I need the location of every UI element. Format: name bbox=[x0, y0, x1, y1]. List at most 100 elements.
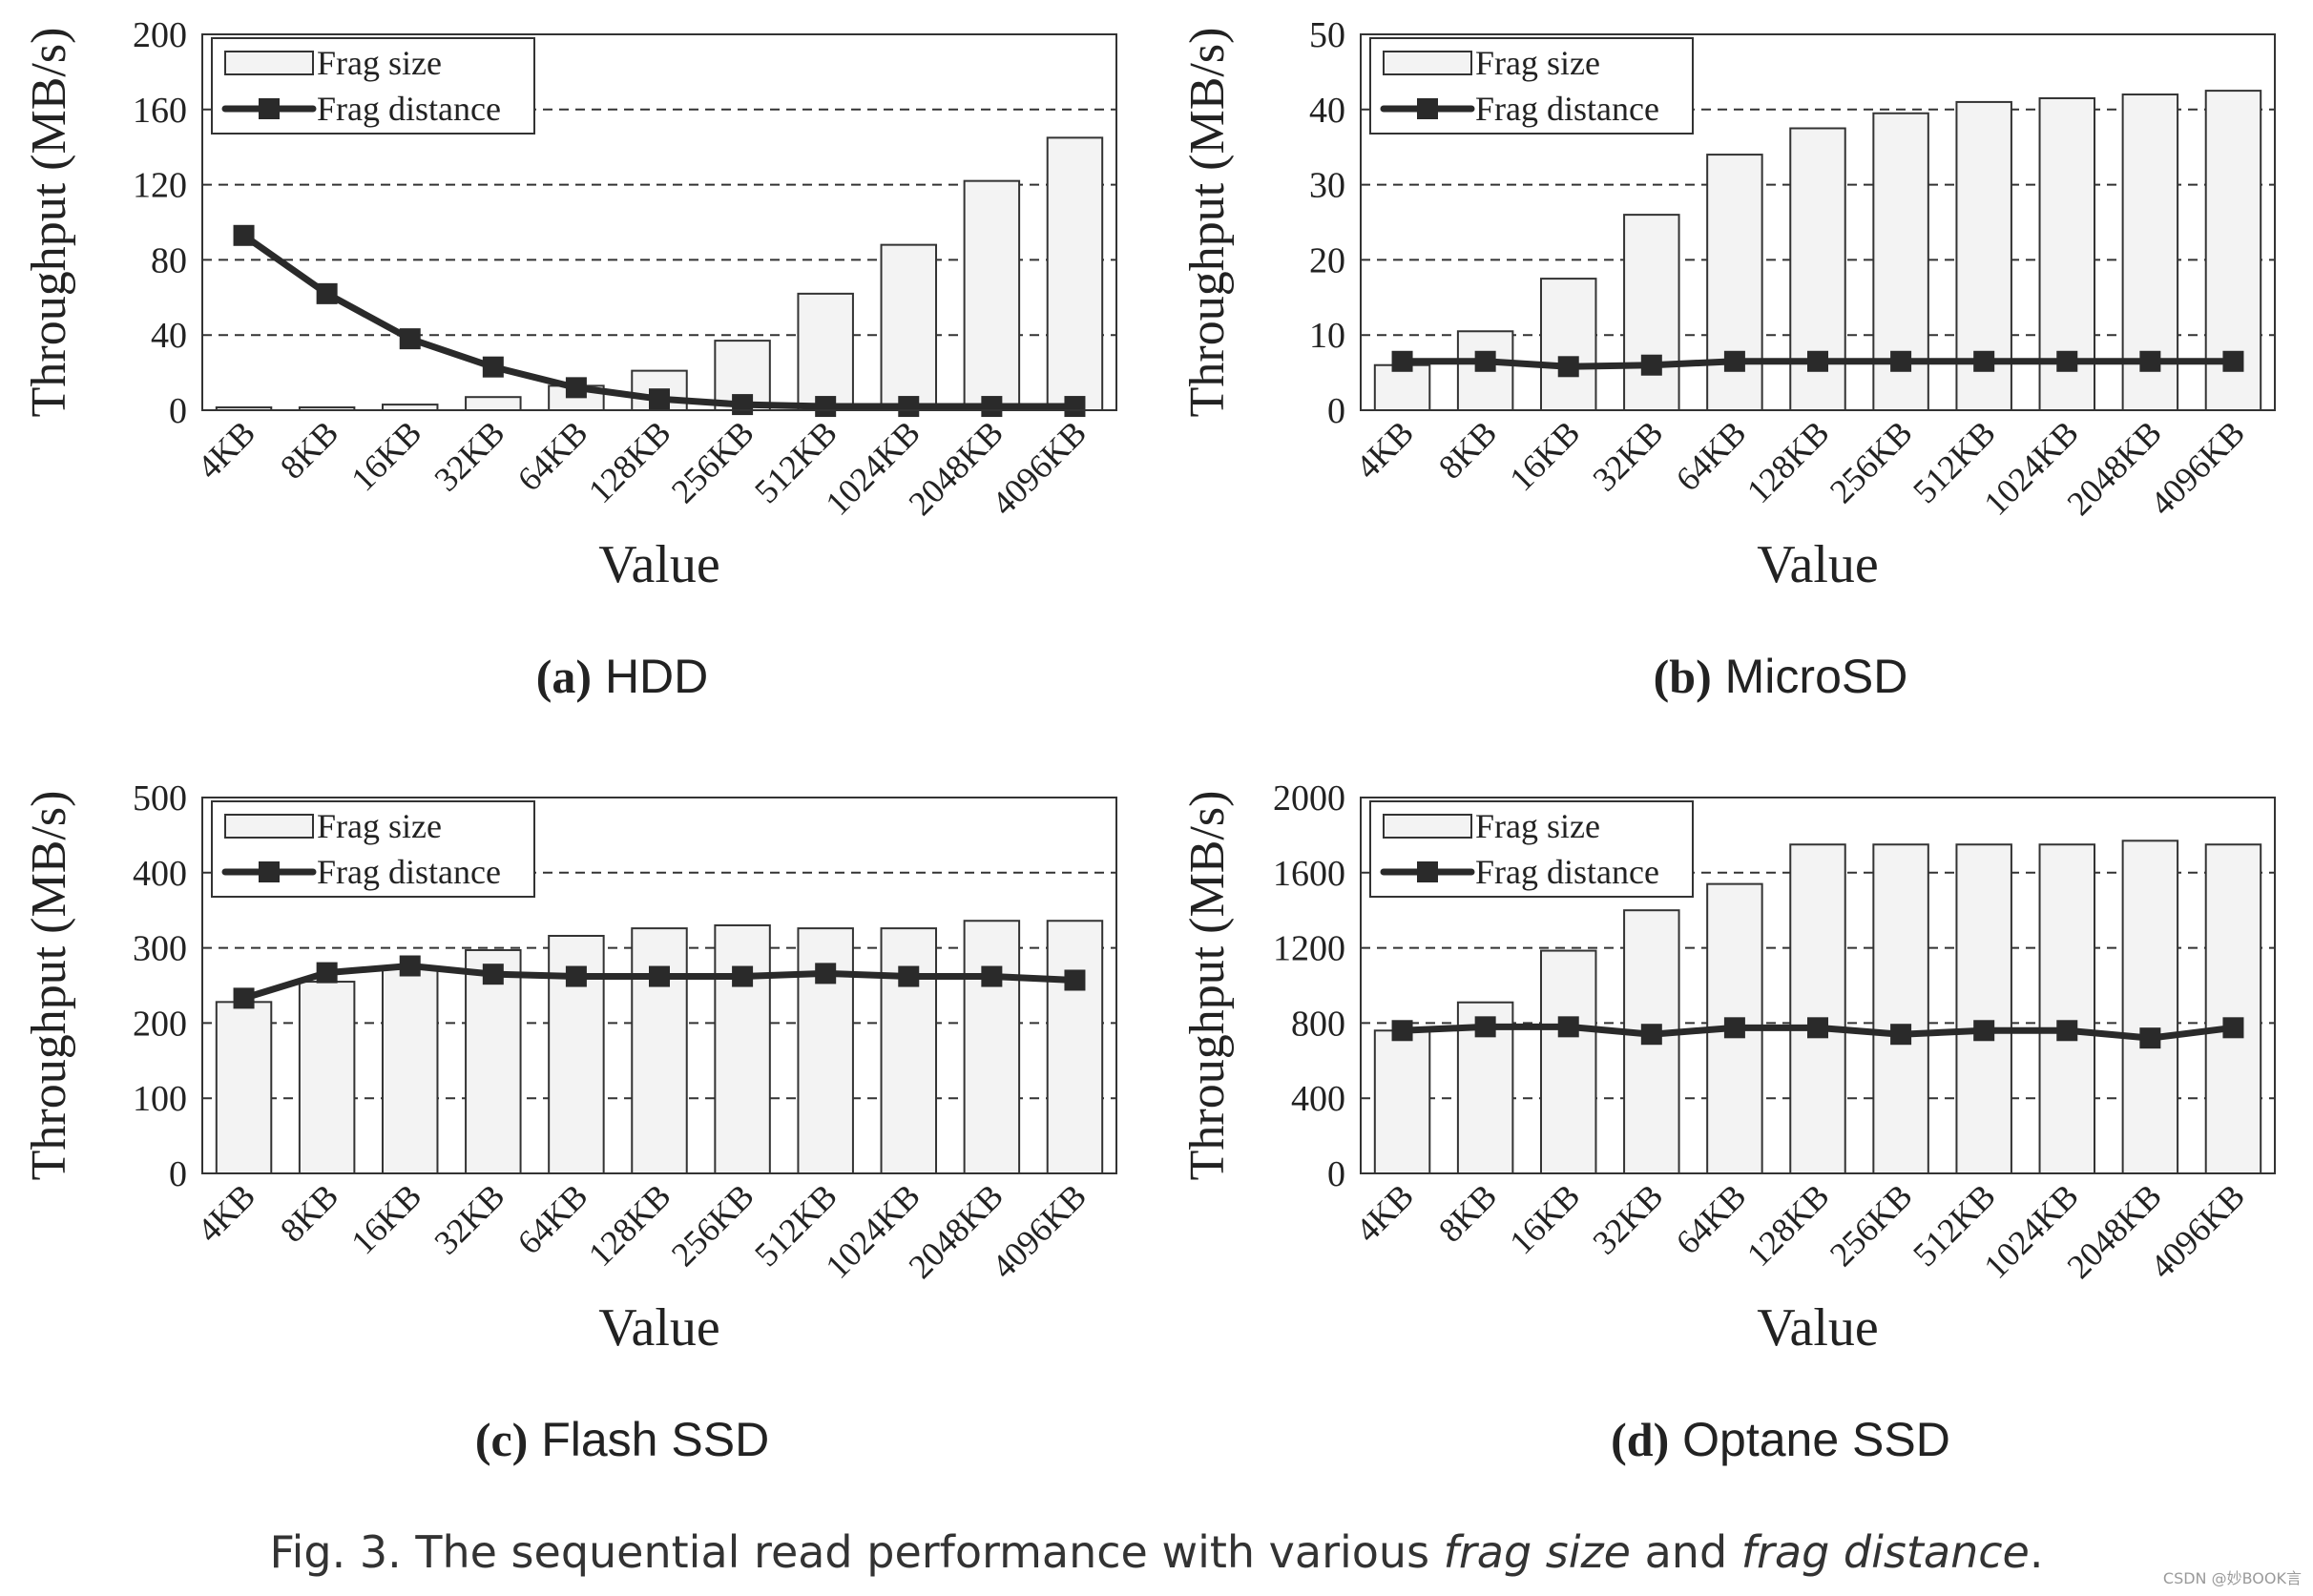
subcaption-hdd: (a) HDD bbox=[50, 649, 1195, 704]
legend: Frag size Frag distance bbox=[1369, 800, 1694, 898]
marker-frag-distance bbox=[1474, 350, 1496, 372]
y-tick-label: 30 bbox=[1309, 166, 1345, 206]
marker-frag-distance bbox=[2056, 1020, 2078, 1042]
x-tick-label: 32KB bbox=[427, 413, 511, 498]
x-tick-label: 16KB bbox=[1502, 1176, 1587, 1261]
marker-frag-distance bbox=[649, 388, 670, 410]
marker-frag-distance bbox=[1557, 1016, 1579, 1038]
legend-marker-frag-distance bbox=[259, 861, 280, 882]
bar-frag-size bbox=[880, 927, 938, 1174]
subcaption-label: (d) bbox=[1611, 1413, 1670, 1466]
x-tick-label: 16KB bbox=[344, 413, 428, 498]
plot-frame bbox=[201, 797, 1117, 1174]
bar-frag-size bbox=[1623, 214, 1680, 411]
bar-frag-size bbox=[465, 396, 522, 411]
y-tick-label: 50 bbox=[1309, 15, 1345, 55]
x-axis-title: Value bbox=[598, 535, 720, 594]
y-tick-label: 80 bbox=[151, 240, 187, 280]
y-tick-label: 160 bbox=[133, 91, 187, 131]
bar-frag-size bbox=[1046, 136, 1104, 411]
legend-label-frag-size: Frag size bbox=[317, 807, 442, 845]
bar-frag-size bbox=[1539, 278, 1597, 411]
x-axis-title: Value bbox=[598, 1298, 720, 1358]
plot-frame bbox=[201, 33, 1117, 411]
subcaption-label: (c) bbox=[474, 1413, 529, 1466]
legend-label-frag-size: Frag size bbox=[317, 44, 442, 82]
x-tick-label: 4096KB bbox=[2143, 1176, 2253, 1286]
x-tick-label: 256KB bbox=[664, 1176, 761, 1274]
bar-frag-size bbox=[2121, 839, 2179, 1174]
x-tick-label: 4KB bbox=[190, 1176, 262, 1249]
figure-caption: Fig. 3. The sequential read performance … bbox=[0, 1526, 2313, 1578]
marker-frag-distance bbox=[482, 356, 504, 378]
plot-frame bbox=[1360, 33, 2276, 411]
x-tick-label: 128KB bbox=[1740, 1176, 1837, 1274]
bar-frag-size bbox=[298, 981, 356, 1174]
x-axis-title: Value bbox=[1757, 1298, 1879, 1358]
y-tick-label: 200 bbox=[133, 15, 187, 55]
x-tick-label: 4096KB bbox=[985, 413, 1094, 523]
y-tick-label: 300 bbox=[133, 929, 187, 969]
subcaption-title: Optane SSD bbox=[1682, 1413, 1950, 1466]
marker-frag-distance bbox=[732, 394, 754, 416]
bar-frag-size bbox=[1955, 843, 2012, 1174]
y-tick-label: 2000 bbox=[1273, 778, 1345, 819]
x-tick-label: 8KB bbox=[1431, 413, 1504, 486]
marker-frag-distance bbox=[1973, 350, 1995, 372]
x-tick-label: 16KB bbox=[344, 1176, 428, 1261]
panel-microsd: 0 10 20 30 40 50 4KB 8KB 16KB 32KB 64KB 128KB 256KB 5… bbox=[1158, 0, 2303, 611]
marker-frag-distance bbox=[898, 396, 920, 418]
legend-label-frag-distance: Frag distance bbox=[317, 853, 501, 891]
bar-frag-size bbox=[1872, 843, 1929, 1174]
x-tick-label: 128KB bbox=[581, 1176, 678, 1274]
bar-frag-size bbox=[963, 179, 1021, 411]
marker-frag-distance bbox=[399, 955, 421, 977]
marker-frag-distance bbox=[898, 965, 920, 987]
y-axis-title: Throughput (MB/s) bbox=[22, 28, 76, 418]
legend-swatch-frag-size bbox=[224, 814, 314, 839]
y-tick-label: 0 bbox=[169, 391, 187, 431]
x-tick-label: 8KB bbox=[273, 1176, 345, 1249]
legend-label-frag-distance: Frag distance bbox=[317, 90, 501, 128]
y-tick-label: 500 bbox=[133, 778, 187, 819]
subcaption-flash-ssd: (c) Flash SSD bbox=[50, 1412, 1195, 1467]
y-axis-title: Throughput (MB/s) bbox=[22, 791, 76, 1181]
subcaption-title: HDD bbox=[604, 650, 709, 703]
marker-frag-distance bbox=[316, 962, 338, 984]
bar-frag-size bbox=[1373, 1029, 1431, 1174]
y-tick-label: 400 bbox=[133, 854, 187, 894]
bar-frag-size bbox=[2038, 843, 2096, 1174]
marker-frag-distance bbox=[732, 965, 754, 987]
y-tick-label: 0 bbox=[1327, 1154, 1345, 1194]
bar-frag-size bbox=[1789, 843, 1846, 1174]
bar-frag-size bbox=[631, 927, 688, 1174]
marker-frag-distance bbox=[1807, 1017, 1828, 1039]
bar-frag-size bbox=[465, 948, 522, 1174]
bar-frag-size bbox=[215, 1001, 273, 1174]
marker-frag-distance bbox=[649, 965, 670, 987]
marker-frag-distance bbox=[2139, 350, 2161, 372]
y-axis-title: Throughput (MB/s) bbox=[1180, 28, 1235, 418]
y-tick-label: 40 bbox=[1309, 91, 1345, 131]
x-axis-title: Value bbox=[1757, 535, 1879, 594]
x-tick-label: 32KB bbox=[427, 1176, 511, 1261]
subcaption-microsd: (b) MicroSD bbox=[1208, 649, 2313, 704]
legend-marker-frag-distance bbox=[1417, 98, 1438, 119]
x-tick-label: 4096KB bbox=[2143, 413, 2253, 523]
y-tick-label: 40 bbox=[151, 316, 187, 356]
marker-frag-distance bbox=[1064, 396, 1086, 418]
panel-hdd: 0 40 80 120 160 200 4KB 8KB 16KB 32KB 64KB 128KB 256… bbox=[0, 0, 1145, 611]
bar-frag-size bbox=[1046, 920, 1104, 1174]
legend-label-frag-distance: Frag distance bbox=[1475, 90, 1659, 128]
marker-frag-distance bbox=[399, 328, 421, 350]
marker-frag-distance bbox=[981, 965, 1003, 987]
legend-label-frag-distance: Frag distance bbox=[1475, 853, 1659, 891]
marker-frag-distance bbox=[2222, 350, 2244, 372]
legend-label-frag-size: Frag size bbox=[1475, 807, 1600, 845]
marker-frag-distance bbox=[1391, 350, 1413, 372]
bar-frag-size bbox=[2204, 843, 2262, 1174]
x-tick-label: 32KB bbox=[1585, 1176, 1670, 1261]
